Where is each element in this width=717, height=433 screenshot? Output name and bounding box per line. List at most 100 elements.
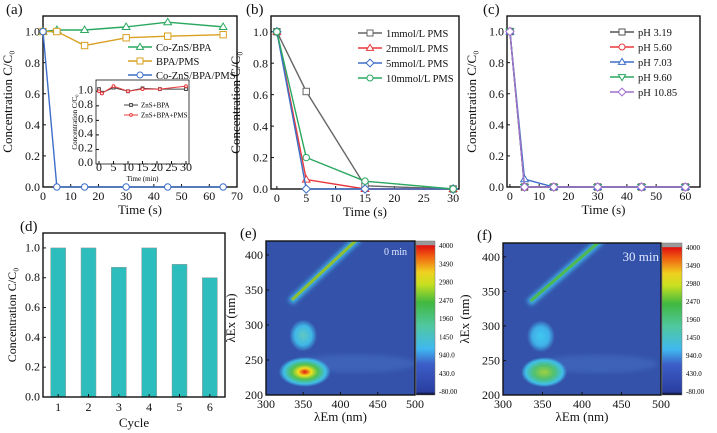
x-tick-label: 350 — [294, 397, 312, 411]
x-tick-label: 15 — [359, 191, 371, 205]
legend-marker — [136, 57, 144, 65]
x-tick-label: 3 — [116, 400, 122, 414]
y-tick-label: 1.0 — [253, 25, 268, 39]
y-tick-label: 0.6 — [25, 300, 40, 314]
chart-d: 1 2 3 4 5 6 0.0 0.2 0.4 0.6 0.8 1.0 Cycle Concentrati… — [5, 219, 226, 430]
legend-marker — [136, 71, 144, 79]
colorbar-tick-label: 4000 — [686, 244, 701, 252]
colorbar-tick-label: 2470 — [439, 297, 454, 305]
data-point — [39, 27, 47, 36]
x-axis-label: Time (s) — [118, 202, 162, 217]
y-tick-label: 0.0 — [489, 180, 504, 194]
heatmap-tail — [537, 354, 658, 373]
y-axis-label: Concentration C/C₀ — [464, 50, 479, 152]
data-point — [505, 26, 515, 37]
series-line — [509, 31, 686, 188]
y-tick-label: 0.8 — [25, 56, 40, 70]
y-tick-label: 400 — [245, 248, 263, 262]
legend-label: Co-ZnS/BPA — [156, 43, 212, 54]
x-tick-label: 450 — [369, 397, 387, 411]
bar — [50, 247, 66, 398]
data-point — [361, 177, 369, 185]
data-point — [121, 22, 131, 30]
x-tick-label: 5 — [177, 400, 183, 414]
y-tick-label: 0.2 — [25, 360, 40, 374]
x-tick-label: 30 — [592, 189, 604, 203]
legend-marker — [366, 74, 374, 82]
data-point — [680, 182, 691, 192]
x-axis-label: λEm (nm) — [314, 409, 367, 424]
legend-marker — [617, 74, 627, 82]
x-tick-label: 60 — [679, 189, 691, 203]
chart-f: 200 250 300 350 400 300 350 400 450 500 λEm (nm) λE… — [457, 228, 705, 424]
data-point — [184, 84, 188, 89]
x-tick-label: 5 — [111, 160, 117, 174]
legend-label: BPA/PMS — [156, 57, 200, 68]
x-tick-label: 20 — [388, 191, 400, 205]
data-point — [273, 28, 281, 36]
panel-label: (f) — [477, 228, 492, 244]
x-tick-label: 400 — [573, 397, 591, 411]
y-tick-label: 350 — [482, 285, 500, 299]
data-point — [219, 183, 227, 191]
y-tick-label: 300 — [482, 319, 500, 333]
y-tick-label: 0.2 — [78, 141, 93, 155]
data-point — [302, 87, 310, 96]
heatmap — [266, 241, 415, 395]
legend-label: 5mmol/L PMS — [386, 59, 448, 70]
y-tick-label: 300 — [245, 318, 263, 332]
x-tick-label: 30 — [120, 189, 132, 203]
colorbar-tick-label: 2980 — [686, 280, 701, 288]
y-tick-label: 0.4 — [78, 126, 93, 140]
y-axis-label: λEx (nm) — [223, 293, 238, 342]
bar — [202, 277, 218, 398]
y-tick-label: 0.6 — [253, 88, 268, 102]
legend-label: pH 5.60 — [638, 43, 672, 54]
y-axis-label: Concentration C/C₀ — [71, 94, 79, 150]
x-tick-label: 4 — [146, 400, 152, 414]
series-line — [276, 31, 454, 190]
y-axis-label: λEx (nm) — [457, 294, 472, 343]
y-tick-label: 1.0 — [78, 82, 93, 96]
y-tick-label: 0.6 — [489, 87, 504, 101]
inset-background — [96, 80, 189, 164]
y-tick-label: 0.4 — [253, 119, 268, 133]
x-tick-label: 6 — [207, 400, 213, 414]
series-line — [42, 21, 224, 33]
y-tick-label: 250 — [482, 354, 500, 368]
y-tick-label: 0.4 — [25, 330, 40, 344]
data-point — [122, 183, 130, 191]
data-point — [302, 153, 310, 162]
y-tick-label: 0.0 — [78, 155, 93, 169]
y-tick-label: 200 — [245, 388, 263, 402]
data-point — [158, 87, 162, 91]
x-tick-label: 500 — [652, 397, 670, 411]
y-tick-label: 0.4 — [25, 118, 40, 132]
chart-c: 0.0 0.2 0.4 0.6 0.8 1.0 0 10 20 30 40 50 60 pH 3.19 pH… — [464, 2, 701, 217]
x-tick-label: 20 — [151, 160, 163, 174]
legend-marker — [366, 29, 374, 37]
y-tick-label: 1.0 — [25, 25, 40, 39]
panel-label: (c) — [483, 2, 500, 18]
legend-marker — [618, 43, 626, 51]
x-axis-label: Time (min) — [127, 175, 159, 183]
x-tick-label: 40 — [621, 189, 633, 203]
data-point — [80, 41, 89, 50]
x-tick-label: 0 — [507, 189, 513, 203]
x-tick-label: 350 — [534, 397, 552, 411]
data-point — [53, 27, 61, 36]
y-tick-label: 0.6 — [25, 87, 40, 101]
rayleigh-scatter — [529, 243, 601, 303]
x-tick-label: 30 — [447, 191, 459, 205]
heatmap-peak — [526, 320, 555, 353]
x-tick-label: 0 — [96, 160, 102, 174]
colorbar-tick-label: 940.0 — [439, 352, 455, 360]
y-tick-label: 0.8 — [253, 56, 268, 70]
x-axis-label: Time (s) — [343, 204, 387, 219]
colorbar — [661, 242, 683, 396]
data-point — [162, 17, 173, 26]
rayleigh-scatter — [291, 241, 358, 301]
x-tick-label: 500 — [406, 397, 424, 411]
legend-marker — [365, 43, 375, 51]
data-point — [100, 91, 104, 96]
